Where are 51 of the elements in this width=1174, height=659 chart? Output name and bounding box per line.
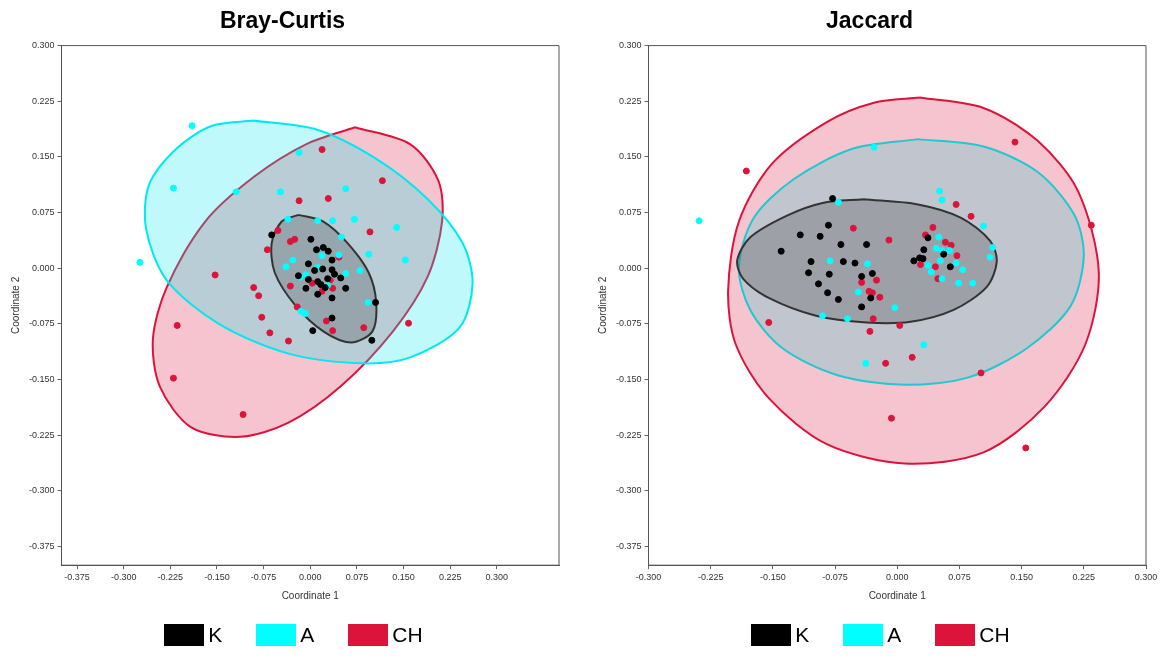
x-axis-title: Coordinate 1 bbox=[281, 589, 340, 601]
y-tick-label: 0.225 bbox=[618, 95, 642, 106]
y-tick-label: -0.075 bbox=[615, 318, 642, 329]
legend-label: K bbox=[795, 622, 810, 647]
legend-label: K bbox=[208, 622, 223, 647]
y-tick-label: -0.375 bbox=[615, 541, 642, 552]
y-tick-label: -0.150 bbox=[28, 374, 55, 385]
x-tick-label: 0.075 bbox=[345, 572, 369, 583]
x-axis-title: Coordinate 1 bbox=[868, 589, 927, 601]
legend-label: CH bbox=[392, 622, 423, 647]
y-tick-label: 0.150 bbox=[31, 151, 55, 162]
chart-title: Bray-Curtis bbox=[219, 7, 346, 34]
x-tick-label: -0.150 bbox=[204, 572, 230, 583]
chart-title: Jaccard bbox=[826, 7, 913, 34]
y-tick-label: 0.000 bbox=[618, 262, 642, 273]
y-tick-label: -0.075 bbox=[28, 318, 55, 329]
legend-label: A bbox=[887, 622, 902, 647]
y-tick-label: -0.375 bbox=[28, 541, 55, 552]
y-tick-label: 0.300 bbox=[618, 40, 642, 51]
x-tick-label: -0.300 bbox=[110, 572, 137, 583]
x-tick-label: -0.075 bbox=[250, 572, 277, 583]
x-tick-label: 0.225 bbox=[1072, 572, 1096, 583]
y-tick-label: -0.300 bbox=[28, 485, 55, 496]
x-tick-label: 0.075 bbox=[948, 572, 971, 583]
y-tick-label: 0.075 bbox=[618, 207, 642, 218]
y-tick-label: 0.150 bbox=[618, 151, 642, 162]
x-tick-label: -0.300 bbox=[635, 572, 662, 583]
x-tick-label: 0.300 bbox=[1134, 572, 1158, 583]
x-tick-label: -0.225 bbox=[697, 572, 724, 583]
y-tick-label: -0.300 bbox=[615, 485, 642, 496]
x-tick-label: 0.225 bbox=[438, 572, 462, 583]
x-tick-label: 0.300 bbox=[485, 572, 509, 583]
y-tick-label: 0.075 bbox=[31, 207, 55, 218]
legend-label: A bbox=[300, 622, 315, 647]
legend-label: CH bbox=[979, 622, 1010, 647]
x-tick-label: 0.000 bbox=[885, 572, 909, 583]
y-tick-label: 0.225 bbox=[31, 95, 55, 106]
y-tick-label: -0.225 bbox=[28, 429, 55, 440]
x-tick-label: 0.150 bbox=[1010, 572, 1033, 583]
y-axis-title: Coordinate 2 bbox=[9, 276, 21, 335]
x-tick-label: -0.150 bbox=[760, 572, 786, 583]
x-tick-label: -0.375 bbox=[64, 572, 90, 583]
y-tick-label: 0.300 bbox=[31, 40, 55, 51]
y-tick-label: -0.225 bbox=[615, 429, 642, 440]
y-tick-label: 0.000 bbox=[31, 262, 55, 273]
y-axis-title: Coordinate 2 bbox=[596, 276, 608, 335]
y-tick-label: -0.150 bbox=[615, 374, 642, 385]
x-tick-label: -0.075 bbox=[822, 572, 848, 583]
x-tick-label: -0.225 bbox=[157, 572, 184, 583]
x-tick-label: 0.150 bbox=[392, 572, 415, 583]
x-tick-label: 0.000 bbox=[298, 572, 322, 583]
